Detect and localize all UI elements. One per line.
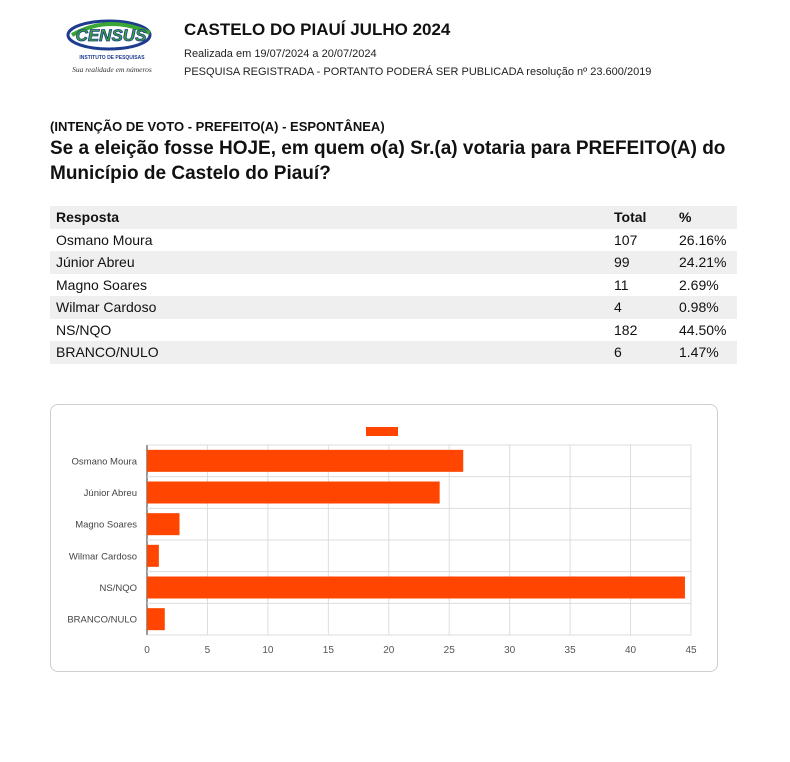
cell-total: 6: [614, 344, 622, 361]
cell-total: 4: [614, 299, 622, 316]
header-total: Total: [614, 209, 647, 226]
x-tick-label: 45: [685, 645, 697, 656]
legend-swatch: [366, 427, 398, 436]
bar: [147, 544, 159, 567]
census-logo: CENSUS INSTITUTO DE PESQUISAS Sua realid…: [66, 19, 152, 74]
table-row: Osmano Moura 107 26.16%: [50, 229, 737, 252]
report-title: CASTELO DO PIAUÍ JULHO 2024: [184, 20, 451, 39]
logo-tagline: Sua realidade em números: [72, 65, 152, 74]
cell-total: 99: [614, 254, 630, 271]
registration-note: PESQUISA REGISTRADA - PORTANTO PODERÁ SE…: [184, 66, 652, 78]
logo-wordmark: CENSUS: [76, 26, 148, 45]
category-label: Magno Soares: [75, 520, 137, 531]
table-row: Wilmar Cardoso 4 0.98%: [50, 296, 737, 319]
table-row: Júnior Abreu 99 24.21%: [50, 251, 737, 274]
x-tick-label: 35: [565, 645, 577, 656]
cell-response: Osmano Moura: [56, 231, 153, 248]
cell-total: 107: [614, 231, 638, 248]
category-label: Wilmar Cardoso: [69, 551, 137, 562]
question-text: Se a eleição fosse HOJE, em quem o(a) Sr…: [50, 138, 726, 184]
cell-percent: 26.16%: [679, 231, 727, 248]
cell-response: Wilmar Cardoso: [56, 299, 157, 316]
bar: [147, 576, 685, 599]
cell-percent: 24.21%: [679, 254, 727, 271]
table-row: Magno Soares 11 2.69%: [50, 274, 737, 297]
cell-response: Júnior Abreu: [56, 254, 135, 271]
x-tick-label: 30: [504, 645, 516, 656]
header-percent: %: [679, 209, 692, 226]
category-label: Júnior Abreu: [84, 488, 137, 499]
results-table: Resposta Total % Osmano Moura 107 26.16%…: [50, 206, 737, 364]
cell-percent: 0.98%: [679, 299, 719, 316]
header-response: Resposta: [56, 209, 120, 226]
cell-percent: 44.50%: [679, 321, 727, 338]
category-label: Osmano Moura: [72, 456, 138, 467]
x-tick-label: 5: [205, 645, 211, 656]
x-tick-label: 20: [383, 645, 395, 656]
category-label: NS/NQO: [100, 583, 137, 594]
cell-percent: 1.47%: [679, 344, 719, 361]
x-tick-label: 15: [323, 645, 335, 656]
cell-total: 11: [614, 276, 629, 293]
cell-percent: 2.69%: [679, 276, 719, 293]
cell-total: 182: [614, 321, 638, 338]
logo-subtext: INSTITUTO DE PESQUISAS: [79, 55, 145, 61]
bar: [147, 608, 165, 631]
bar: [147, 449, 464, 472]
chart-card: 0 5 10 15 20 25 30 35 40 45 Osmano Moura Júnior Abr…: [50, 404, 718, 672]
x-tick-label: 10: [262, 645, 274, 656]
x-tick-label: 25: [444, 645, 456, 656]
x-tick-label: 0: [144, 645, 150, 656]
cell-response: BRANCO/NULO: [56, 344, 159, 361]
table-header-row: Resposta Total %: [50, 206, 737, 229]
x-tick-label: 40: [625, 645, 637, 656]
table-row: BRANCO/NULO 6 1.47%: [50, 341, 737, 364]
table-row: NS/NQO 182 44.50%: [50, 319, 737, 342]
bar: [147, 481, 440, 504]
category-label: BRANCO/NULO: [67, 615, 137, 626]
cell-response: NS/NQO: [56, 321, 112, 338]
bar-chart: 0 5 10 15 20 25 30 35 40 45 Osmano Moura Júnior Abr…: [67, 427, 697, 656]
survey-dates: Realizada em 19/07/2024 a 20/07/2024: [184, 48, 377, 60]
cell-response: Magno Soares: [56, 276, 148, 293]
question-tag: (INTENÇÃO DE VOTO - PREFEITO(A) - ESPONT…: [50, 119, 385, 134]
bar: [147, 513, 180, 536]
